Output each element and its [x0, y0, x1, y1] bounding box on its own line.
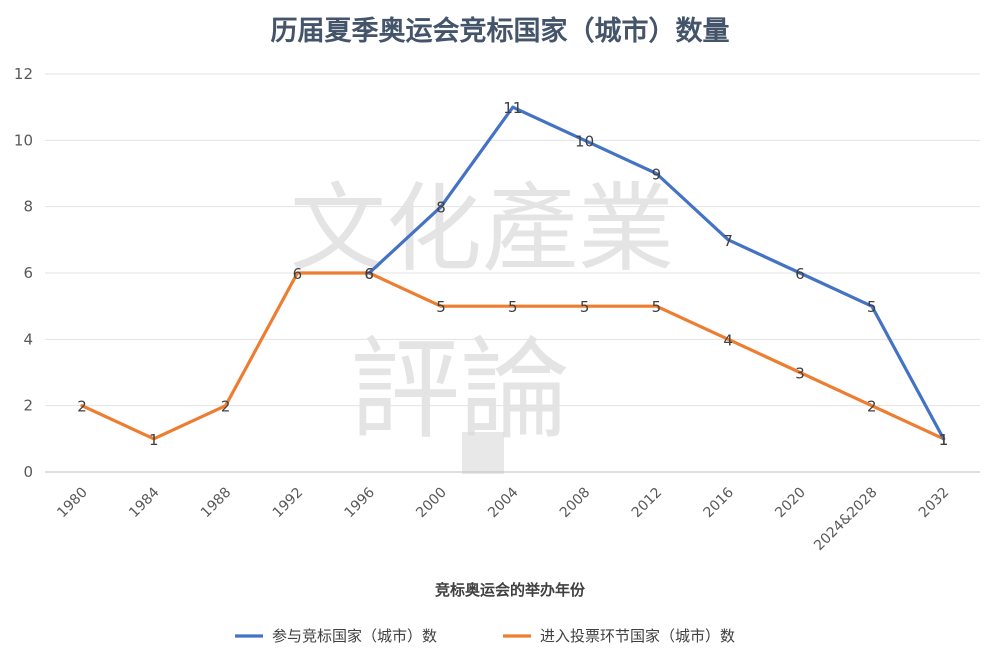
- gridlines: [45, 73, 980, 473]
- x-tick-label: 2004: [485, 484, 522, 521]
- series-line-1: [367, 105, 946, 441]
- data-label: 1: [939, 431, 949, 449]
- x-tick-label: 2024&2028: [811, 485, 880, 554]
- x-tick-label: 2012: [629, 485, 666, 522]
- y-tick-label: 4: [23, 330, 33, 348]
- data-label: 2: [77, 398, 87, 416]
- data-label: 5: [580, 298, 590, 316]
- watermark: 文化產業 評論: [290, 173, 674, 474]
- x-tick-label: 2016: [701, 484, 738, 521]
- series-lines: [80, 105, 946, 441]
- x-tick-label: 2000: [413, 485, 450, 522]
- x-tick-label: 1988: [198, 485, 235, 522]
- data-label: 6: [364, 265, 374, 283]
- data-label: 6: [795, 265, 805, 283]
- legend-label-2: 进入投票环节国家（城市）数: [540, 627, 735, 645]
- data-label: 5: [436, 298, 446, 316]
- legend: 参与竞标国家（城市）数 进入投票环节国家（城市）数: [235, 627, 735, 645]
- x-axis-label: 竞标奥运会的举办年份: [435, 581, 586, 599]
- data-label: 9: [652, 166, 662, 184]
- x-tick-label: 2008: [557, 485, 594, 522]
- data-label: 5: [652, 298, 662, 316]
- data-label: 8: [436, 199, 446, 217]
- data-label: 6: [364, 265, 374, 283]
- y-tick-label: 2: [23, 397, 33, 415]
- y-tick-label: 8: [23, 198, 33, 216]
- legend-label-1: 参与竞标国家（城市）数: [272, 627, 437, 645]
- data-label: 4: [723, 331, 733, 349]
- y-tick-label: 10: [14, 131, 33, 149]
- data-label: 10: [575, 132, 594, 150]
- data-label: 1: [149, 431, 159, 449]
- data-label: 5: [508, 298, 518, 316]
- x-tick-label: 2032: [916, 485, 953, 522]
- data-label: 2: [867, 398, 877, 416]
- data-label: 1: [939, 431, 949, 449]
- x-axis-ticks: 1980 1984 1988 1992 1996 2000 2004 2008 2012 2016…: [54, 484, 952, 553]
- y-tick-label: 6: [23, 264, 33, 282]
- y-axis-ticks: 0 2 4 6 8 10 12: [14, 65, 33, 481]
- x-tick-label: 1992: [270, 485, 307, 522]
- x-tick-label: 1980: [54, 485, 91, 522]
- y-tick-label: 0: [23, 463, 33, 481]
- series-line-2: [80, 271, 946, 441]
- x-tick-label: 2020: [772, 485, 809, 522]
- chart-title: 历届夏季奥运会竞标国家（城市）数量: [271, 15, 730, 47]
- watermark-seal: [462, 432, 504, 474]
- data-label: 3: [795, 365, 805, 383]
- y-tick-label: 12: [14, 65, 33, 83]
- watermark-line2: 評論: [350, 326, 570, 454]
- data-label: 7: [723, 232, 733, 250]
- data-label: 5: [867, 298, 877, 316]
- x-tick-label: 1996: [342, 484, 379, 521]
- data-label: 11: [503, 99, 522, 117]
- x-tick-label: 1984: [126, 484, 163, 521]
- data-label: 2: [221, 398, 231, 416]
- watermark-line1: 文化產業: [290, 173, 674, 285]
- data-label: 6: [293, 265, 303, 283]
